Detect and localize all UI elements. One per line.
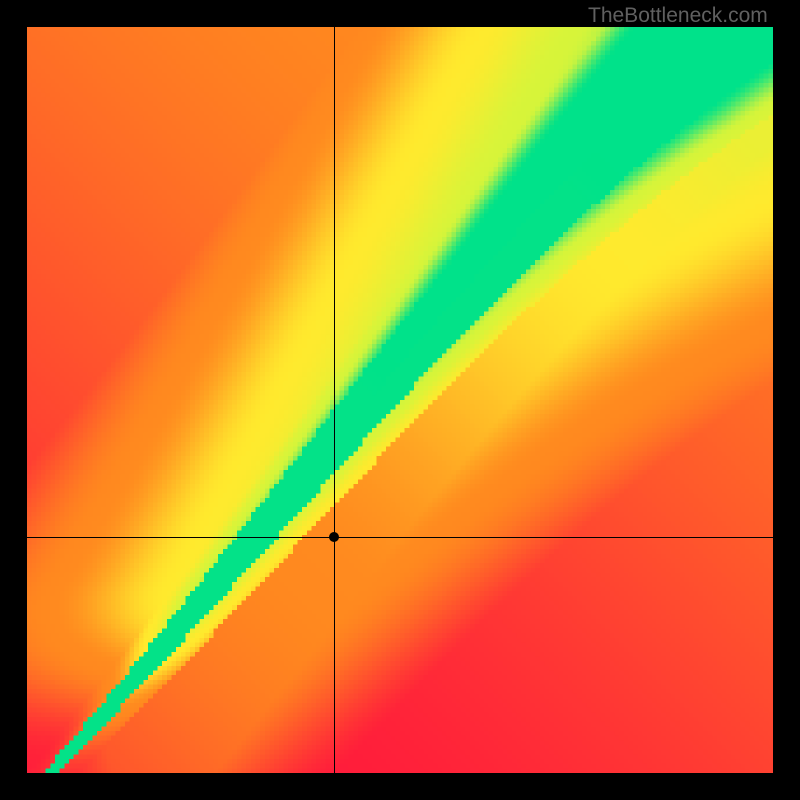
crosshair-horizontal [27,537,773,538]
heatmap-canvas [27,27,773,773]
crosshair-point [329,532,339,542]
plot-area [27,27,773,773]
chart-frame: TheBottleneck.com [0,0,800,800]
crosshair-vertical [334,27,335,773]
watermark-text: TheBottleneck.com [588,4,768,28]
